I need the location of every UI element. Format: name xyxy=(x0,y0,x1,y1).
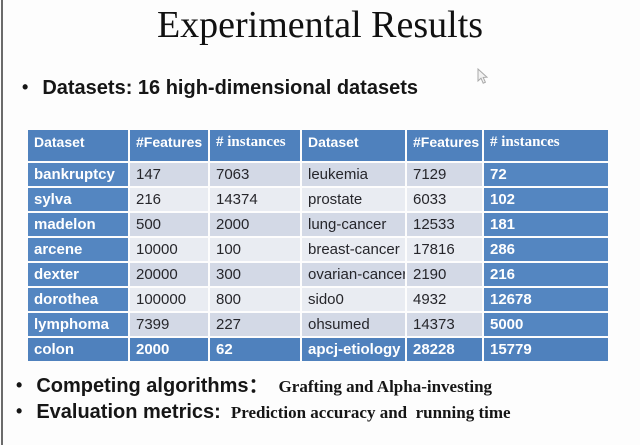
cell-instances: 300 xyxy=(210,263,300,286)
cell-dataset: sido0 xyxy=(302,288,405,311)
table-row: dexter 20000 300 ovarian-cancer 2190 216 xyxy=(28,263,608,286)
bullet-dot-icon: • xyxy=(16,401,23,421)
bullet-datasets-label: Datasets: 16 high-dimensional datasets xyxy=(42,77,418,99)
cell-instances: 227 xyxy=(210,313,300,336)
bullet-competing: • Competing algorithms： Grafting and Alp… xyxy=(16,369,492,398)
bullet-evaluation-value: Prediction accuracy and running time xyxy=(230,403,511,422)
cell-features: 500 xyxy=(130,213,208,236)
cell-features: 4932 xyxy=(407,288,482,311)
cell-instances: 286 xyxy=(484,238,608,261)
col-header-dataset-right: Dataset xyxy=(302,130,405,161)
bullet-dot-icon: • xyxy=(22,77,29,97)
cell-dataset: dexter xyxy=(28,263,128,286)
left-edge-line xyxy=(1,0,3,445)
bullet-competing-label: Competing algorithms： xyxy=(36,375,269,397)
bullet-evaluation: • Evaluation metrics: Prediction accurac… xyxy=(16,401,511,424)
cell-dataset: dorothea xyxy=(28,288,128,311)
cell-instances: 72 xyxy=(484,163,608,186)
cell-instances: 14374 xyxy=(210,188,300,211)
table-row: lymphoma 7399 227 ohsumed 14373 5000 xyxy=(28,313,608,336)
cell-instances: 181 xyxy=(484,213,608,236)
bullet-datasets: • Datasets: 16 high-dimensional datasets xyxy=(22,77,418,100)
cell-dataset: colon xyxy=(28,338,128,361)
cell-dataset: arcene xyxy=(28,238,128,261)
table-row: bankruptcy 147 7063 leukemia 7129 72 xyxy=(28,163,608,186)
cell-features: 12533 xyxy=(407,213,482,236)
cell-dataset: bankruptcy xyxy=(28,163,128,186)
cell-features: 2190 xyxy=(407,263,482,286)
datasets-table: Dataset #Features # instances Dataset #F… xyxy=(26,128,610,363)
col-header-features-left: #Features xyxy=(130,130,208,161)
cell-dataset: breast-cancer xyxy=(302,238,405,261)
cell-instances: 100 xyxy=(210,238,300,261)
col-header-dataset-left: Dataset xyxy=(28,130,128,161)
cell-instances: 15779 xyxy=(484,338,608,361)
cell-dataset: ovarian-cancer xyxy=(302,263,405,286)
cell-instances: 2000 xyxy=(210,213,300,236)
cell-dataset: lung-cancer xyxy=(302,213,405,236)
cell-features: 100000 xyxy=(130,288,208,311)
table-row: arcene 10000 100 breast-cancer 17816 286 xyxy=(28,238,608,261)
cell-features: 17816 xyxy=(407,238,482,261)
cell-instances: 62 xyxy=(210,338,300,361)
cell-instances: 5000 xyxy=(484,313,608,336)
cell-dataset: madelon xyxy=(28,213,128,236)
cell-instances: 800 xyxy=(210,288,300,311)
cell-dataset: apcj-etiology xyxy=(302,338,405,361)
cell-features: 7399 xyxy=(130,313,208,336)
table-row: sylva 216 14374 prostate 6033 102 xyxy=(28,188,608,211)
cell-features: 20000 xyxy=(130,263,208,286)
bullet-competing-value: Grafting and Alpha-investing xyxy=(278,377,493,396)
col-header-instances-left: # instances xyxy=(210,130,300,161)
col-header-features-right: #Features xyxy=(407,130,482,161)
cell-dataset: sylva xyxy=(28,188,128,211)
cell-features: 216 xyxy=(130,188,208,211)
cell-features: 10000 xyxy=(130,238,208,261)
cell-dataset: lymphoma xyxy=(28,313,128,336)
cell-features: 147 xyxy=(130,163,208,186)
table-row: madelon 500 2000 lung-cancer 12533 181 xyxy=(28,213,608,236)
table-row-last: colon 2000 62 apcj-etiology 28228 15779 xyxy=(28,338,608,361)
mouse-cursor-icon xyxy=(477,68,489,84)
cell-instances: 12678 xyxy=(484,288,608,311)
cell-dataset: ohsumed xyxy=(302,313,405,336)
cell-features: 2000 xyxy=(130,338,208,361)
cell-dataset: prostate xyxy=(302,188,405,211)
bullet-dot-icon: • xyxy=(16,375,23,395)
cell-instances: 216 xyxy=(484,263,608,286)
cell-features: 28228 xyxy=(407,338,482,361)
cell-instances: 102 xyxy=(484,188,608,211)
bullet-evaluation-label: Evaluation metrics: xyxy=(36,401,221,423)
col-header-instances-right: # instances xyxy=(484,130,608,161)
table-row: dorothea 100000 800 sido0 4932 12678 xyxy=(28,288,608,311)
table-header-row: Dataset #Features # instances Dataset #F… xyxy=(28,130,608,161)
cell-features: 6033 xyxy=(407,188,482,211)
cell-features: 7129 xyxy=(407,163,482,186)
cell-dataset: leukemia xyxy=(302,163,405,186)
page-title: Experimental Results xyxy=(156,4,484,46)
cell-instances: 7063 xyxy=(210,163,300,186)
cell-features: 14373 xyxy=(407,313,482,336)
